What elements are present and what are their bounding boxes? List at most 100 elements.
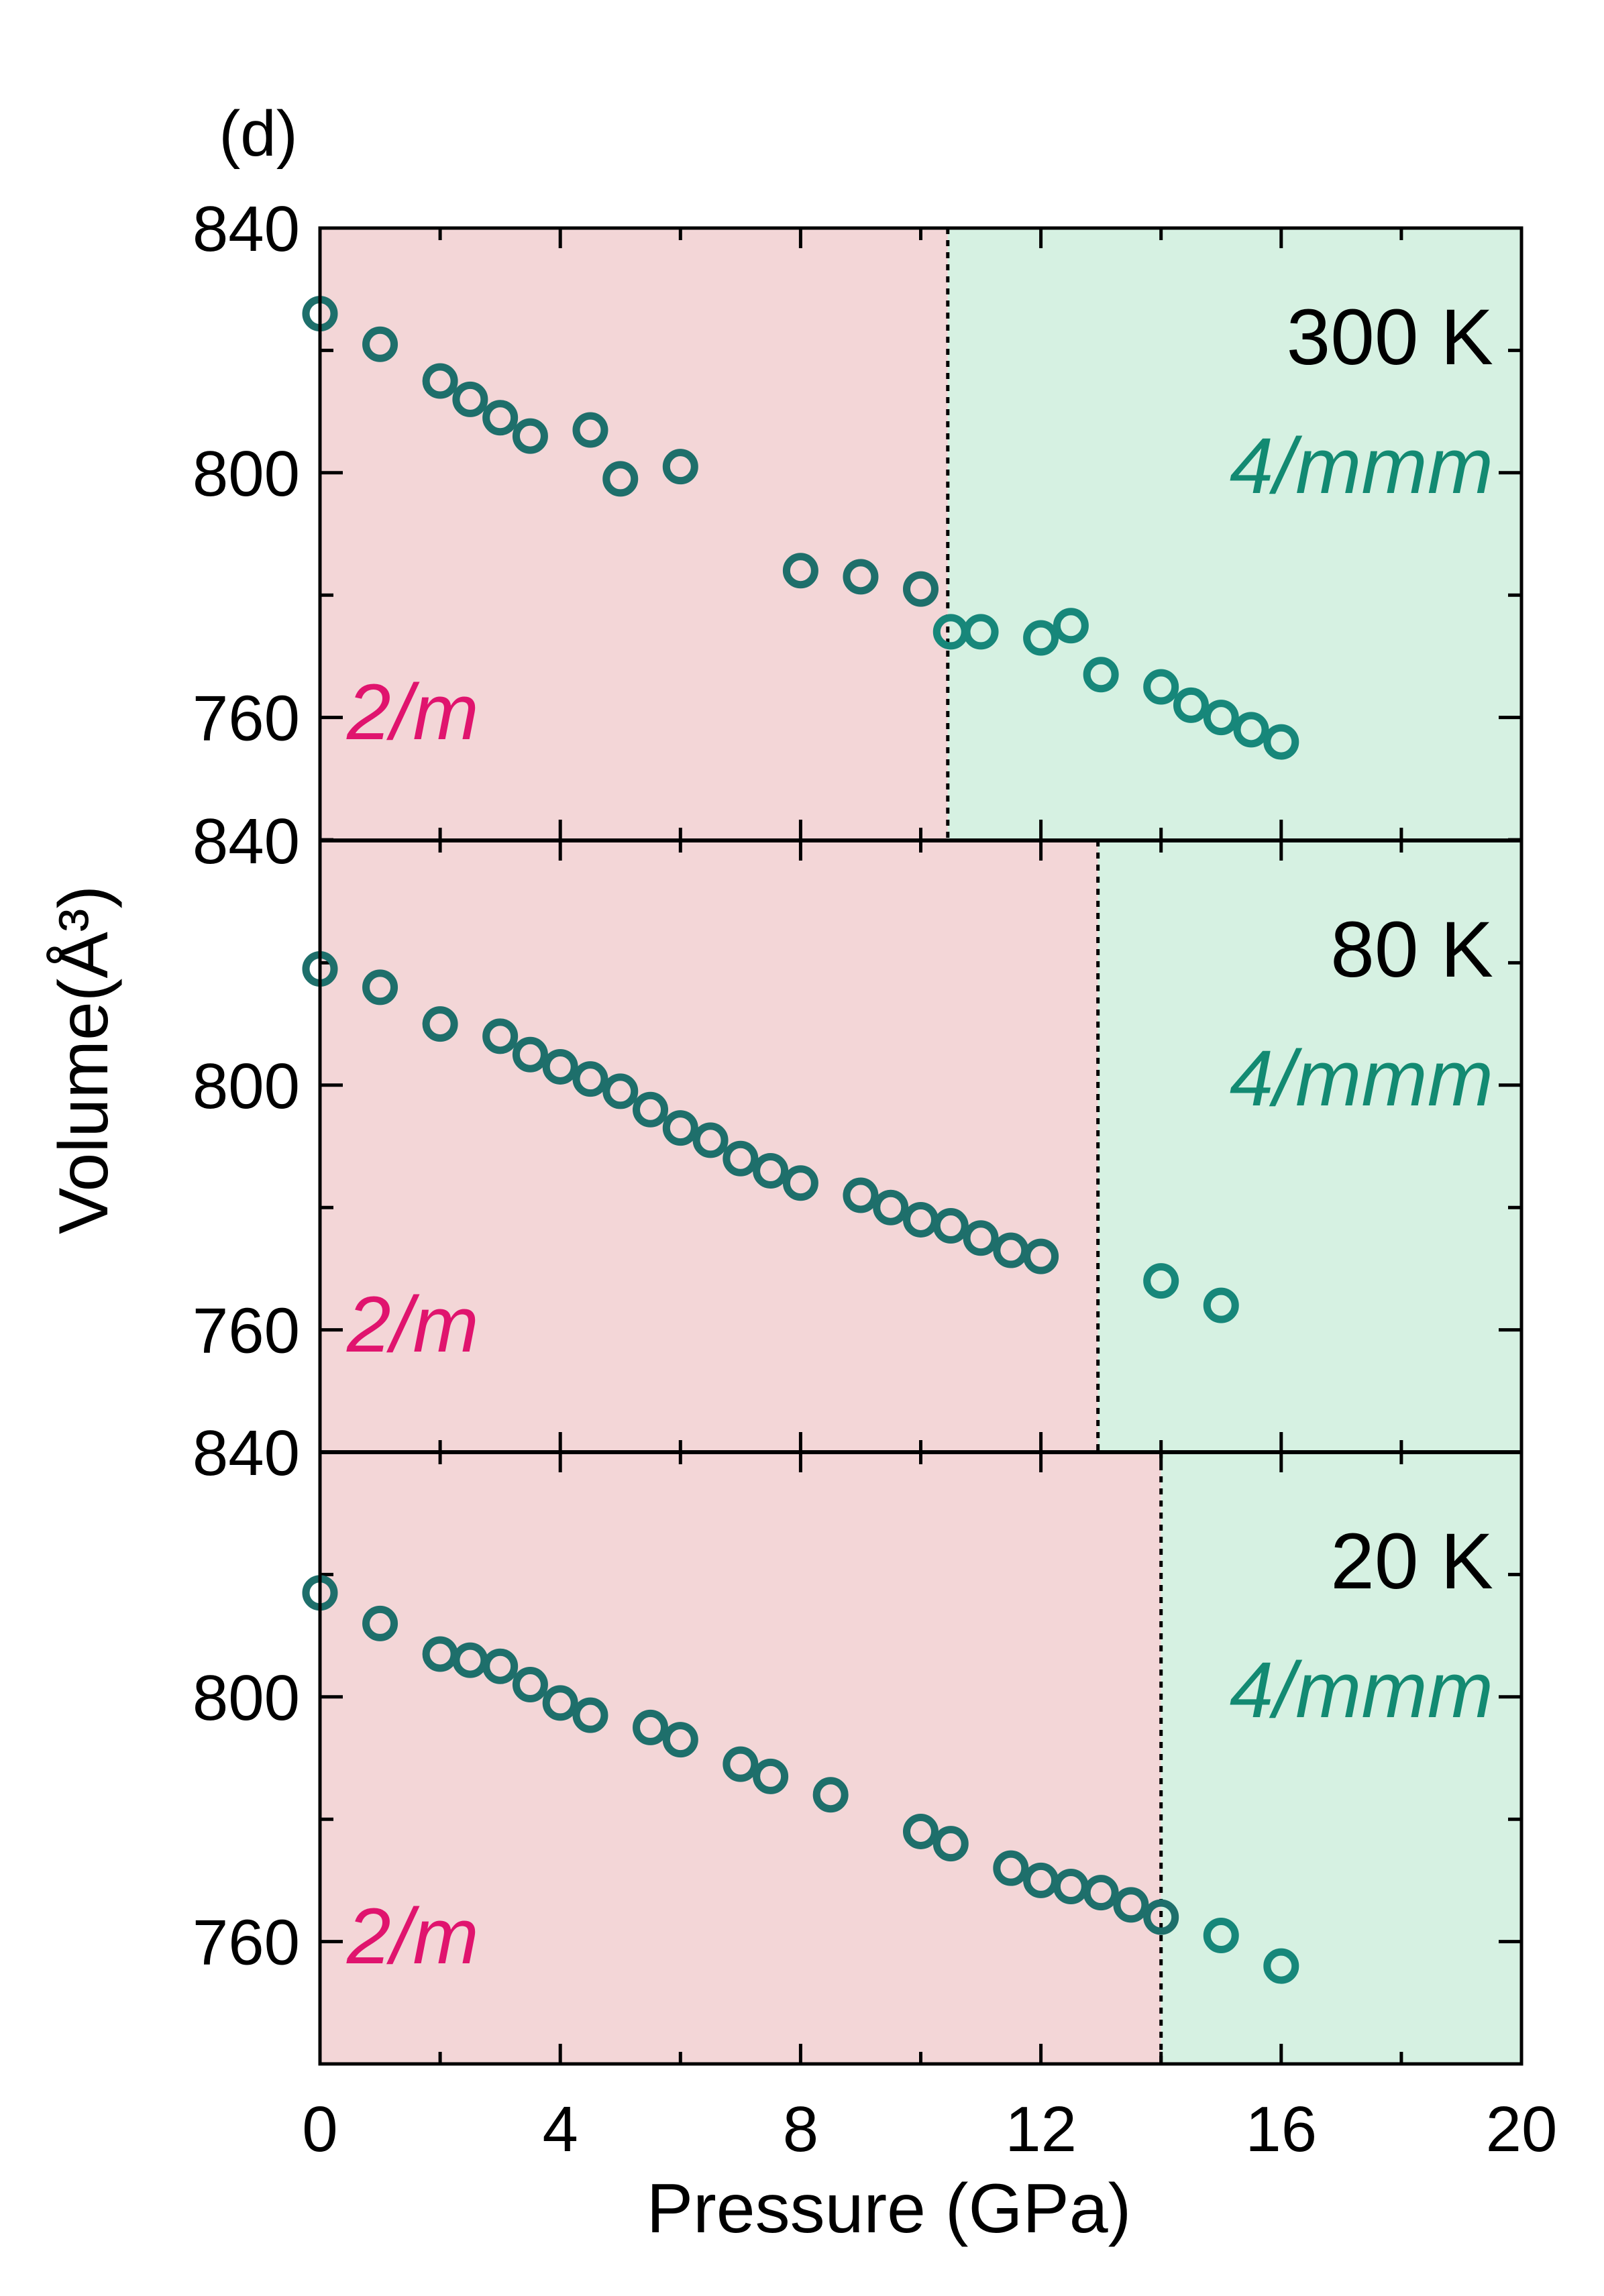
high-phase-region xyxy=(1098,840,1521,1452)
data-point xyxy=(932,1208,969,1244)
data-point xyxy=(812,1777,849,1813)
data-point xyxy=(633,1091,669,1128)
data-point xyxy=(1083,1875,1119,1911)
data-point xyxy=(572,1061,608,1097)
high-phase-label: 4/mmm xyxy=(1230,1034,1493,1123)
data-point xyxy=(1113,1887,1149,1923)
x-axis: 0 4 8 12 16 20 xyxy=(302,2093,1557,2165)
data-point xyxy=(362,1605,398,1641)
data-point xyxy=(602,1073,639,1109)
data-point xyxy=(932,1826,969,1862)
data-point xyxy=(723,1746,759,1782)
low-phase-region xyxy=(320,228,948,840)
y-tick-label: 760 xyxy=(193,683,300,755)
data-point xyxy=(1083,657,1119,693)
frame-layer xyxy=(318,226,1523,2066)
plot-frame xyxy=(318,226,1523,2066)
labels-layer: (d) Pressure (GPa) Volume(Å³) xyxy=(45,98,1131,2248)
data-point xyxy=(512,418,548,454)
panel-0: 840 800 760 300 K 4/mmm 2/m xyxy=(193,193,1523,842)
data-point xyxy=(1143,1899,1179,1935)
data-point xyxy=(452,381,488,417)
temperature-label: 80 K xyxy=(1330,906,1493,994)
data-point xyxy=(692,1122,729,1158)
y-tick-label: 800 xyxy=(193,1050,300,1122)
y-tick-label: 760 xyxy=(193,1295,300,1367)
data-point xyxy=(963,1220,999,1256)
data-point xyxy=(512,1667,548,1703)
data-point xyxy=(512,1036,548,1073)
temperature-label: 20 K xyxy=(1330,1517,1493,1606)
data-point xyxy=(903,571,939,607)
data-point xyxy=(903,1813,939,1849)
panel-2: 840 800 760 20 K 4/mmm 2/m xyxy=(193,1417,1523,2066)
data-point xyxy=(422,363,458,399)
x-tick-label: 20 xyxy=(1486,2093,1558,2165)
panel-letter: (d) xyxy=(219,98,297,170)
y-axis-title: Volume(Å³) xyxy=(45,885,123,1234)
data-point xyxy=(1233,712,1269,748)
high-phase-region xyxy=(947,228,1521,840)
data-point xyxy=(1263,724,1299,760)
data-point xyxy=(753,1758,789,1794)
data-point xyxy=(723,1140,759,1177)
data-point xyxy=(482,1648,519,1684)
high-phase-label: 4/mmm xyxy=(1230,422,1493,510)
data-point xyxy=(1173,687,1209,723)
data-point xyxy=(843,1177,879,1213)
data-point xyxy=(662,449,698,485)
temperature-label: 300 K xyxy=(1287,293,1493,382)
data-point xyxy=(1053,608,1089,644)
data-point xyxy=(362,326,398,362)
data-point xyxy=(633,1709,669,1745)
data-point xyxy=(1143,1263,1179,1299)
x-tick-label: 12 xyxy=(1005,2093,1077,2165)
data-point xyxy=(1203,1287,1239,1323)
low-phase-region xyxy=(320,1452,1161,2064)
data-point xyxy=(1143,669,1179,705)
data-point xyxy=(482,400,519,436)
data-point xyxy=(572,412,608,448)
low-phase-label: 2/m xyxy=(346,1280,479,1369)
data-point xyxy=(602,461,639,497)
x-tick-label: 4 xyxy=(543,2093,578,2165)
data-point xyxy=(362,969,398,1005)
data-point xyxy=(572,1697,608,1733)
data-point xyxy=(482,1018,519,1054)
x-tick-label: 0 xyxy=(302,2093,337,2165)
data-point xyxy=(963,614,999,650)
data-point xyxy=(1203,1917,1239,1953)
data-point xyxy=(993,1850,1029,1886)
data-point xyxy=(873,1189,909,1225)
x-axis-title: Pressure (GPa) xyxy=(647,2170,1131,2248)
x-tick-label: 8 xyxy=(783,2093,818,2165)
data-point xyxy=(662,1722,698,1758)
data-point xyxy=(1023,1238,1059,1274)
data-point xyxy=(1203,700,1239,736)
data-point xyxy=(843,559,879,595)
high-phase-region xyxy=(1161,1452,1521,2064)
y-tick-label: 840 xyxy=(193,806,300,877)
high-phase-label: 4/mmm xyxy=(1230,1646,1493,1735)
y-tick-label: 800 xyxy=(193,1662,300,1734)
panel-1: 840 800 760 80 K 4/mmm 2/m xyxy=(193,806,1523,1454)
x-tick-label: 16 xyxy=(1245,2093,1317,2165)
y-tick-label: 840 xyxy=(193,1417,300,1489)
data-point xyxy=(782,553,818,589)
data-point xyxy=(782,1165,818,1201)
data-point xyxy=(542,1048,578,1085)
y-tick-label: 800 xyxy=(193,438,300,510)
y-tick-label: 840 xyxy=(193,193,300,265)
low-phase-label: 2/m xyxy=(346,1892,479,1981)
low-phase-region xyxy=(320,840,1098,1452)
data-point xyxy=(422,1006,458,1042)
low-phase-label: 2/m xyxy=(346,668,479,757)
data-point xyxy=(1023,620,1059,656)
data-point xyxy=(542,1685,578,1721)
panels-layer: 840 800 760 300 K 4/mmm 2/m 840 800 760 80 K 4/mmm… xyxy=(193,193,1523,2066)
data-point xyxy=(1263,1948,1299,1984)
data-point xyxy=(662,1110,698,1146)
data-point xyxy=(753,1152,789,1189)
y-tick-label: 760 xyxy=(193,1907,300,1979)
